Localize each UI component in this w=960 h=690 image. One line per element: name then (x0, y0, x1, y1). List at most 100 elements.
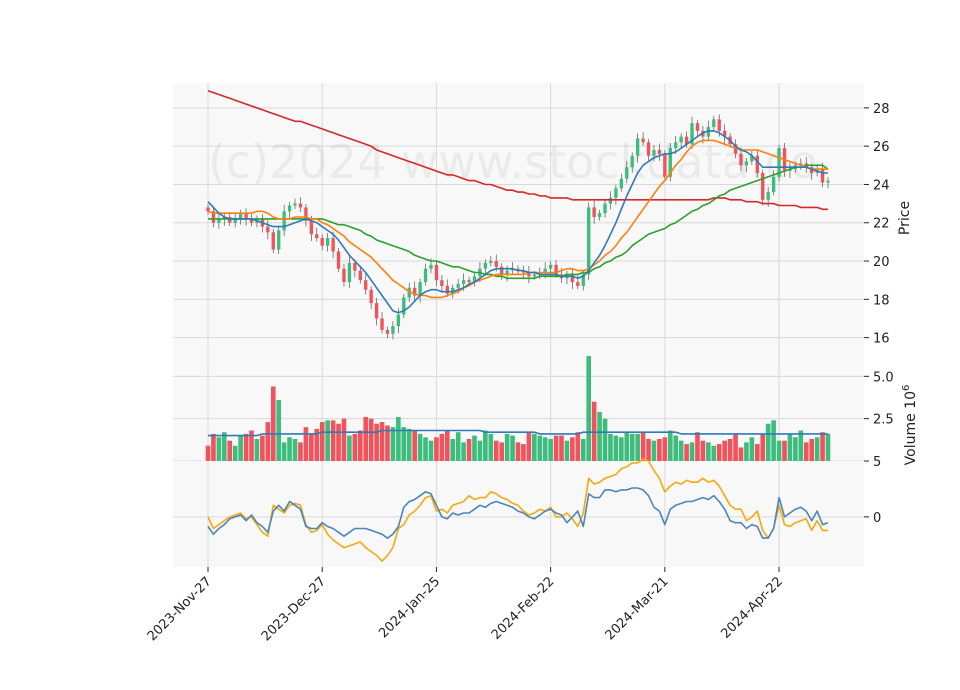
candle-up (543, 268, 547, 273)
volume-bar (787, 433, 793, 461)
candle-up (635, 138, 640, 156)
volume-bar (477, 440, 483, 461)
candle-up (674, 142, 678, 149)
volume-tick-label: 5 (873, 455, 881, 470)
volume-bar (439, 433, 445, 461)
volume-bar (521, 444, 526, 461)
candle-up (744, 161, 749, 166)
x-tick-label: 2024-Mar-21 (603, 574, 672, 643)
candle-up (625, 167, 629, 179)
candle-down (244, 213, 248, 219)
candle-up (619, 178, 624, 189)
volume-bar (646, 438, 651, 461)
volume-bar (515, 442, 521, 461)
volume-bar (629, 433, 635, 461)
volume-bar (325, 420, 330, 461)
ma-long-line (207, 89, 828, 211)
x-tick-label: 2023-Nov-27 (145, 574, 215, 644)
volume-bar (542, 437, 548, 461)
volume-bar (760, 433, 766, 461)
volume-bar (401, 427, 407, 461)
volume-bar (493, 440, 499, 461)
volume-bar (537, 435, 543, 461)
candle-down (695, 123, 700, 131)
volume-bar (678, 440, 684, 461)
candle-up (597, 213, 602, 217)
volume-bar (352, 433, 358, 461)
candle-up (608, 197, 613, 204)
candle-up (771, 176, 776, 193)
volume-bar (733, 433, 738, 461)
candle-down (374, 303, 379, 319)
candle-up (538, 272, 542, 275)
volume-bar (319, 422, 325, 461)
volume-bar (662, 437, 668, 461)
candle-down (576, 282, 580, 286)
candle-down (412, 287, 417, 296)
candle-up (777, 148, 781, 177)
volume-bar (450, 438, 456, 461)
volume-bar (249, 430, 254, 461)
volume-bar (711, 445, 717, 461)
volume-bar (232, 445, 238, 461)
volume-bar (765, 423, 771, 461)
candle-up (532, 274, 537, 277)
volume-bar (591, 401, 597, 461)
candle-down (320, 238, 324, 246)
candle-down (592, 207, 596, 217)
candle-down (364, 280, 368, 290)
volume-bar (771, 420, 776, 461)
volume-bar (667, 430, 673, 461)
candle-down (684, 136, 689, 145)
volume-bar (684, 444, 689, 461)
volume-bar (504, 433, 510, 461)
price-tick-label: 24 (873, 178, 890, 193)
volume-bar (575, 432, 581, 461)
volume-bar (510, 435, 515, 461)
volume-bar (820, 432, 825, 461)
volume-bar (825, 433, 831, 461)
candle-down (304, 207, 308, 221)
candle-down (385, 329, 390, 334)
volume-bar (406, 428, 412, 461)
volume-bar (782, 440, 787, 461)
candle-down (358, 270, 362, 281)
candle-down (298, 203, 303, 208)
candle-up (461, 280, 466, 284)
volume-bar (423, 437, 428, 461)
volume-bar (428, 440, 434, 461)
volume-bar (700, 440, 706, 461)
candle-down (331, 238, 335, 252)
volume-bar (222, 432, 227, 461)
price-panel: (c)2024 www.stockdata.co 16182022242628 … (173, 83, 913, 351)
volume-bar (635, 433, 640, 461)
candle-up (548, 264, 553, 269)
candle-up (217, 218, 221, 223)
candle-up (222, 217, 227, 219)
candle-up (456, 284, 460, 288)
volume-bar (499, 442, 504, 461)
volume-bar (532, 433, 537, 461)
volume-bar (803, 442, 809, 461)
candle-down (228, 217, 232, 223)
volume-bar (412, 430, 417, 461)
candle-up (679, 136, 683, 143)
volume-bar (749, 437, 755, 461)
volume-bar (580, 438, 586, 461)
volume-bar (526, 432, 532, 461)
candle-down (521, 270, 526, 273)
candle-up (282, 211, 286, 231)
volume-bar (379, 422, 385, 461)
volume-bar (396, 416, 401, 461)
x-axis: 2023-Nov-27 2023-Dec-27 2024-Jan-25 2024-Fe… (145, 567, 786, 644)
candle-up (581, 274, 585, 286)
volume-bar (298, 442, 303, 461)
candle-up (788, 169, 792, 172)
candle-down (266, 226, 270, 233)
watermark-text: (c)2024 www.stockdata.co (208, 135, 818, 189)
volume-bar (260, 435, 265, 461)
candle-up (233, 218, 237, 223)
volume-bar (483, 430, 488, 461)
volume-bar (390, 427, 396, 461)
x-tick-label: 2023-Dec-27 (259, 574, 329, 644)
